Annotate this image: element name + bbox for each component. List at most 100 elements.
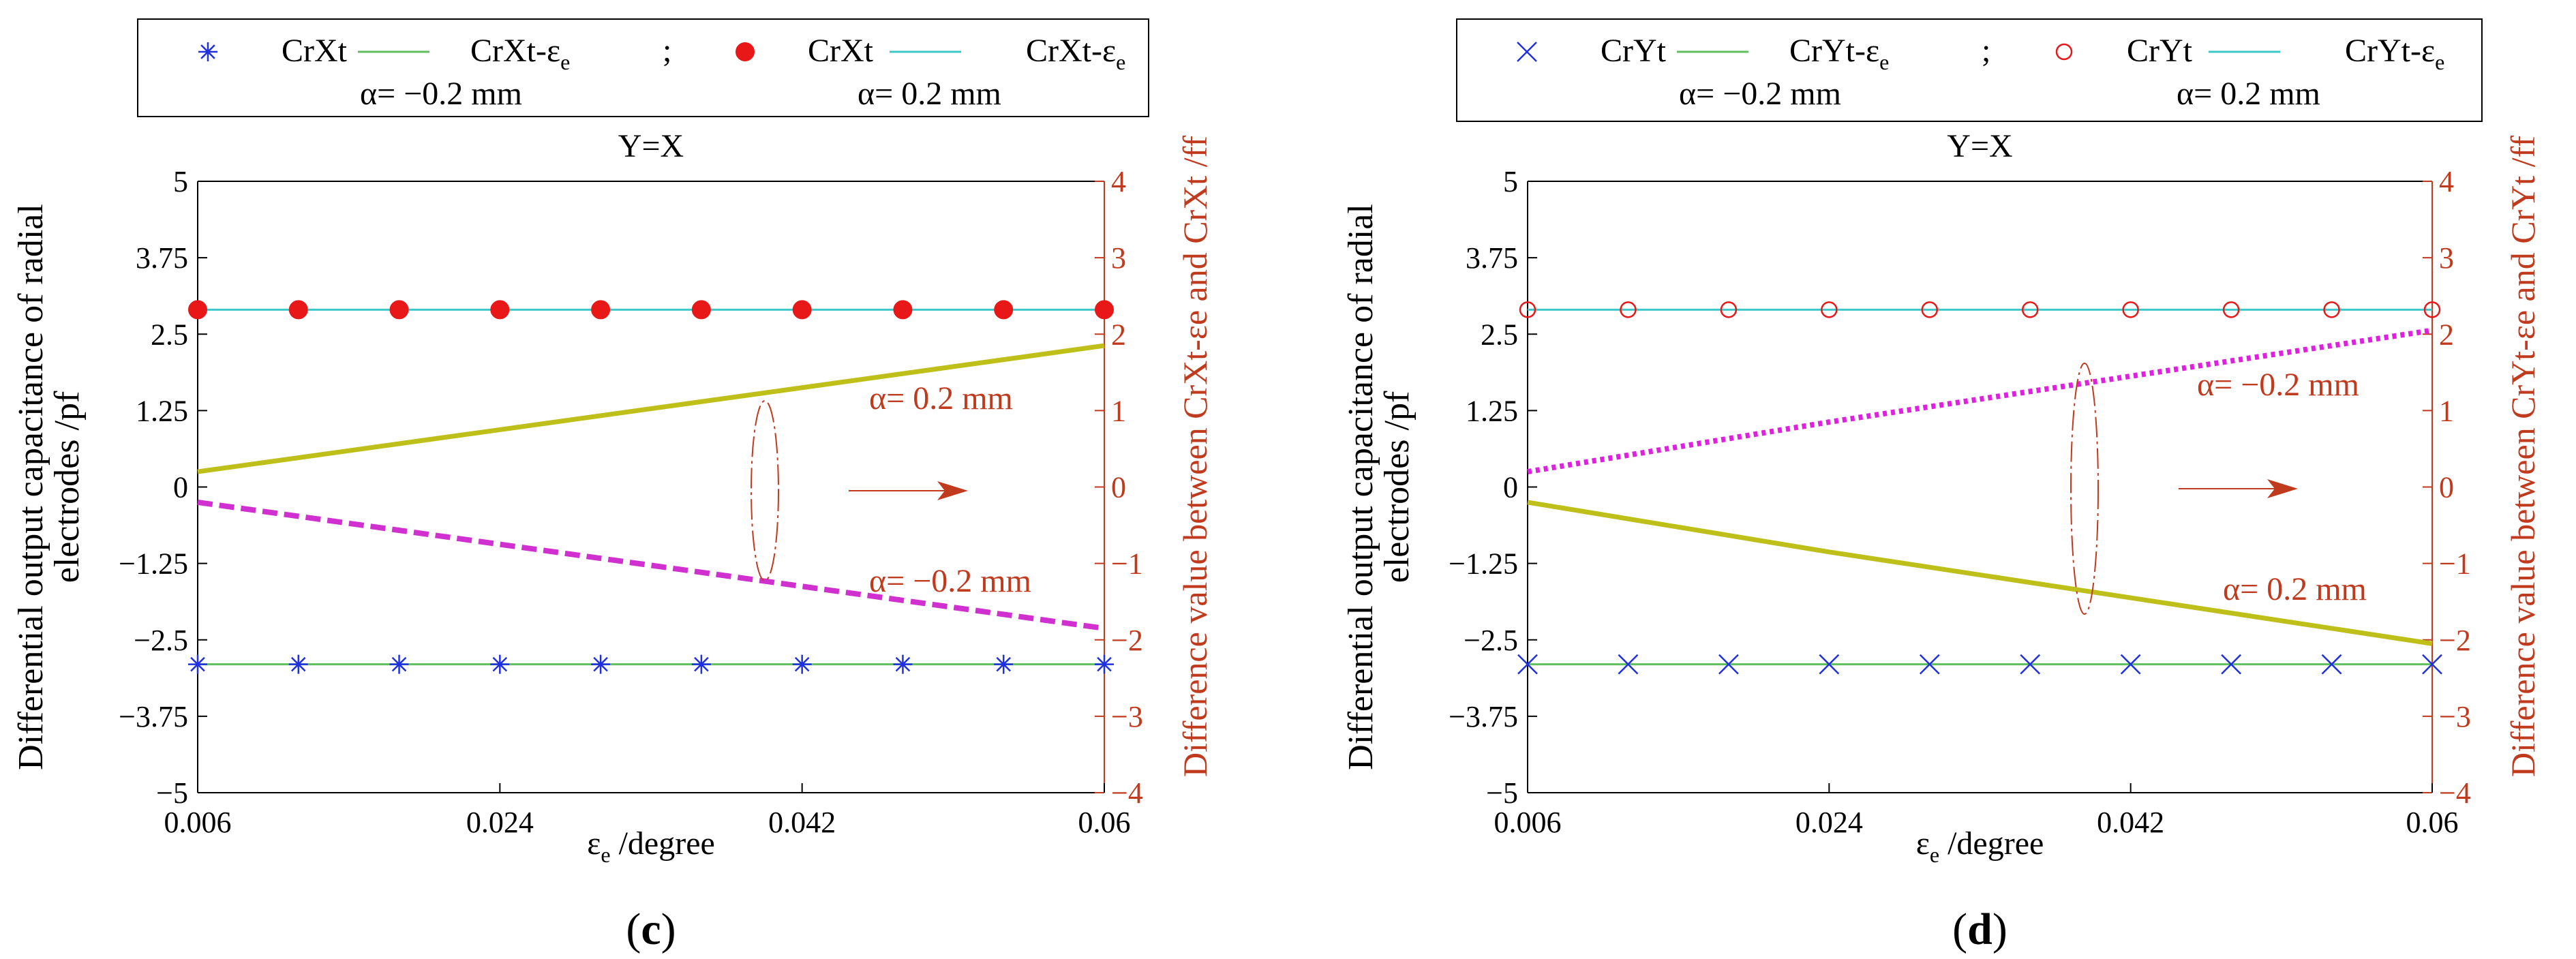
y2-axis-label: Difference value between CrYt-εe and CrY… (2504, 136, 2542, 777)
data-point-neg-stroke (2422, 654, 2442, 675)
data-point-pos (2122, 301, 2139, 318)
panel-c: CrXt CrXt-εe; CrXt CrXt-εeα= −0.2 mm α= 0.2 … (12, 18, 1214, 954)
data-point-neg (188, 654, 207, 674)
panel-label-close: ) (1992, 904, 2007, 954)
data-point-neg-stroke (895, 656, 911, 672)
data-point-pos-dot (1095, 300, 1114, 320)
data-point-pos-dot (389, 300, 409, 320)
data-point-neg (2120, 654, 2141, 675)
data-point-pos-dot (2021, 301, 2039, 318)
legend-label-4-main: CrYt-ε (2345, 33, 2435, 69)
data-point-pos-dot (2423, 301, 2441, 318)
data-point-neg-stroke (2221, 654, 2241, 675)
y-tick-label: 2.5 (151, 318, 188, 351)
y-tick-label: −1.25 (119, 547, 188, 581)
legend-marker-pos-dot (736, 42, 755, 61)
annotation-arrow-head (2267, 479, 2298, 498)
y-axis-label-line2: electrodes /pf (1378, 391, 1416, 583)
x-axis-label-main: ε (587, 825, 601, 862)
data-point-pos (893, 300, 913, 320)
diff-series-line-1 (1527, 500, 2433, 646)
legend-label-4-sub: e (1116, 50, 1125, 74)
diff-series-line-0 (197, 343, 1105, 474)
data-point-neg (1819, 654, 1840, 675)
y2-tick-label: −1 (2439, 547, 2471, 581)
data-point-neg (2321, 654, 2342, 675)
legend-separator: ; (1982, 33, 1990, 69)
legend: CrXt CrXt-εe; CrXt CrXt-εeα= −0.2 mm α= 0.2 … (137, 18, 1149, 117)
legend-label-3: CrXt (808, 33, 874, 69)
y2-tick-label: −3 (2439, 700, 2471, 733)
data-point-neg-stroke (2321, 654, 2342, 675)
data-point-neg (893, 654, 913, 674)
y-tick-label: −1.25 (1449, 547, 1518, 581)
x-tick-label: 0.042 (768, 806, 836, 839)
x-axis-label: εe /degree (1916, 825, 2044, 867)
panel-label-open: ( (626, 904, 641, 954)
y-tick-label: 0 (1503, 471, 1518, 504)
x-axis-label: εe /degree (587, 825, 715, 867)
legend-label-1: CrXt (282, 33, 348, 69)
y-tick-label: −5 (156, 776, 188, 810)
data-point-pos-dot (1620, 301, 1637, 318)
annotation-ellipse (751, 400, 779, 581)
data-point-neg-stroke (593, 656, 608, 672)
legend-box (137, 18, 1149, 117)
data-point-neg-stroke (2020, 654, 2041, 675)
data-point-pos (1620, 301, 1637, 318)
y-tick-label: −5 (1486, 776, 1518, 810)
data-point-neg-stroke (1919, 654, 1940, 675)
legend-alpha-pos: α= 0.2 mm (2177, 76, 2320, 112)
data-point-neg (1618, 654, 1639, 675)
data-point-neg-stroke (1718, 654, 1739, 675)
y2-tick-label: 0 (2439, 471, 2454, 504)
data-point-neg (691, 654, 711, 674)
legend-label-3: CrYt (2127, 33, 2193, 69)
data-point-pos-dot (490, 300, 510, 320)
annotation-ellipse (2070, 363, 2099, 615)
legend: CrYt CrYt-εe; CrYt CrYt-εeα= −0.2 mm α= 0.2 … (1456, 18, 2483, 122)
data-point-neg-stroke (996, 656, 1012, 672)
x-axis-label-main: ε (1916, 825, 1930, 862)
data-point-pos (1720, 301, 1738, 318)
data-point-pos-dot (1720, 301, 1738, 318)
x-axis-label-suffix: /degree (1939, 825, 2044, 862)
y2-tick-label: −2 (1111, 624, 1143, 657)
data-point-neg-stroke (492, 656, 508, 672)
x-tick-label: 0.024 (466, 806, 534, 839)
data-point-neg-stroke (1517, 654, 1538, 675)
data-point-pos (792, 300, 812, 320)
data-point-pos-dot (288, 300, 308, 320)
panel-label-open: ( (1952, 904, 1967, 954)
legend-label-2-sub: e (560, 50, 570, 74)
data-point-pos (994, 300, 1014, 320)
y-tick-label: 1.25 (136, 394, 188, 427)
y-tick-label: 5 (1503, 165, 1518, 198)
x-tick-label: 0.024 (1795, 806, 1863, 839)
data-point-pos-dot (994, 300, 1014, 320)
data-point-pos-dot (1519, 301, 1536, 318)
y2-tick-label: −3 (1111, 700, 1143, 733)
data-point-neg (1718, 654, 1739, 675)
legend-marker-pos-dot (2055, 43, 2073, 61)
legend-marker-neg (1517, 42, 1537, 62)
data-point-neg (490, 654, 510, 674)
data-point-neg (792, 654, 812, 674)
data-point-neg (2020, 654, 2041, 675)
data-point-pos (2222, 301, 2240, 318)
data-point-neg (591, 654, 611, 674)
panel-label-letter: c (641, 904, 661, 954)
data-point-neg (994, 654, 1014, 674)
y2-tick-label: −4 (2439, 776, 2471, 810)
x-tick-label: 0.006 (164, 806, 232, 839)
legend-label-2: CrYt-εe (1789, 33, 1889, 74)
y2-tick-label: 0 (1111, 471, 1126, 504)
y-tick-label: −2.5 (1464, 624, 1518, 657)
legend-label-2-main: CrYt-ε (1789, 33, 1879, 69)
data-point-pos-dot (188, 300, 207, 320)
y-tick-label: 1.25 (1466, 394, 1518, 427)
data-point-neg-stroke (391, 656, 407, 672)
panel-label: (c) (626, 904, 676, 954)
data-point-pos (1519, 301, 1536, 318)
legend-label-4: CrXt-εe (1026, 33, 1125, 74)
